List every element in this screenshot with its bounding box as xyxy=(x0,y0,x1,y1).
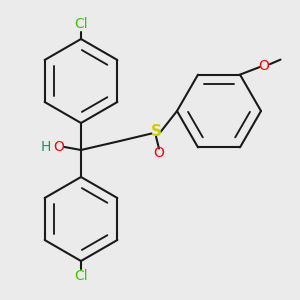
Text: Cl: Cl xyxy=(74,17,88,32)
Text: O: O xyxy=(259,58,269,73)
Text: O: O xyxy=(53,140,64,154)
Text: Cl: Cl xyxy=(74,268,88,283)
Text: S: S xyxy=(151,124,161,140)
Text: H: H xyxy=(40,140,51,154)
Text: O: O xyxy=(154,146,164,160)
